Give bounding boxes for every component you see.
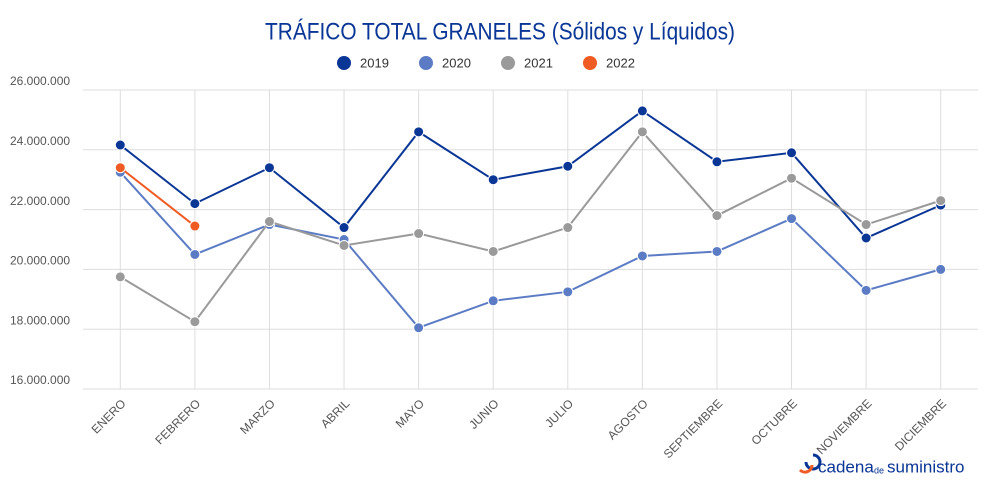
data-point (860, 284, 872, 296)
data-point (114, 162, 126, 174)
data-point (786, 172, 798, 184)
data-point (636, 105, 648, 117)
legend-marker (419, 56, 433, 70)
y-tick-label: 20.000.000 (10, 254, 70, 268)
data-point (189, 316, 201, 328)
data-point (935, 195, 947, 207)
legend-marker (337, 56, 351, 70)
data-point (189, 198, 201, 210)
data-point (189, 248, 201, 260)
y-tick-label: 18.000.000 (10, 313, 70, 327)
data-point (711, 210, 723, 222)
data-point (786, 213, 798, 225)
data-point (711, 156, 723, 168)
y-tick-label: 22.000.000 (10, 194, 70, 208)
y-tick-label: 24.000.000 (10, 134, 70, 148)
x-tick-label: FEBRERO (152, 396, 203, 447)
x-tick-label: DICIEMBRE (892, 396, 949, 453)
data-point (338, 222, 350, 234)
data-point (860, 232, 872, 244)
x-tick-label: ENERO (89, 396, 129, 436)
data-point (413, 322, 425, 334)
data-point (562, 160, 574, 172)
data-point (263, 162, 275, 174)
data-point (263, 216, 275, 228)
data-point (338, 239, 350, 251)
data-point (487, 295, 499, 307)
data-point (711, 245, 723, 257)
data-point (636, 126, 648, 138)
x-tick-label: JULIO (542, 396, 576, 430)
x-tick-label: AGOSTO (605, 396, 651, 442)
brand: cadena de suministro (798, 453, 964, 476)
series-line (119, 109, 942, 240)
brand-tail: suministro (887, 457, 964, 476)
data-point (935, 263, 947, 275)
x-tick-label: MARZO (237, 396, 278, 437)
series-line (119, 166, 196, 227)
brand-icon (804, 453, 822, 471)
legend-label: 2021 (524, 55, 553, 70)
x-tick-label: MAYO (393, 396, 427, 430)
data-point (636, 250, 648, 262)
x-tick-label: OCTUBRE (749, 396, 800, 447)
data-point (114, 139, 126, 151)
brand-name: cadena (818, 457, 874, 476)
x-tick-label: NOVIEMBRE (814, 396, 875, 457)
data-point (189, 220, 201, 232)
data-point (786, 147, 798, 159)
legend-marker (583, 56, 597, 70)
brand-joiner: de (874, 465, 884, 475)
data-point (487, 245, 499, 257)
chart-title: TRÁFICO TOTAL GRANELES (Sólidos y Líquid… (265, 18, 735, 45)
x-tick-label: SEPTIEMBRE (661, 396, 726, 461)
data-point (413, 126, 425, 138)
brand-icon (798, 464, 814, 474)
series-line (119, 130, 942, 324)
data-point (562, 222, 574, 234)
legend-marker (501, 56, 515, 70)
legend-label: 2019 (360, 55, 389, 70)
x-tick-label: JUNIO (466, 396, 501, 431)
series-line (119, 171, 941, 329)
data-point (860, 219, 872, 231)
legend-label: 2022 (606, 55, 635, 70)
data-point (562, 286, 574, 298)
y-tick-label: 26.000.000 (10, 74, 70, 88)
legend-label: 2020 (442, 55, 471, 70)
data-point (487, 174, 499, 186)
data-point (413, 228, 425, 240)
x-tick-label: ABRIL (318, 396, 353, 431)
data-point (114, 271, 126, 283)
y-tick-label: 16.000.000 (10, 373, 70, 387)
